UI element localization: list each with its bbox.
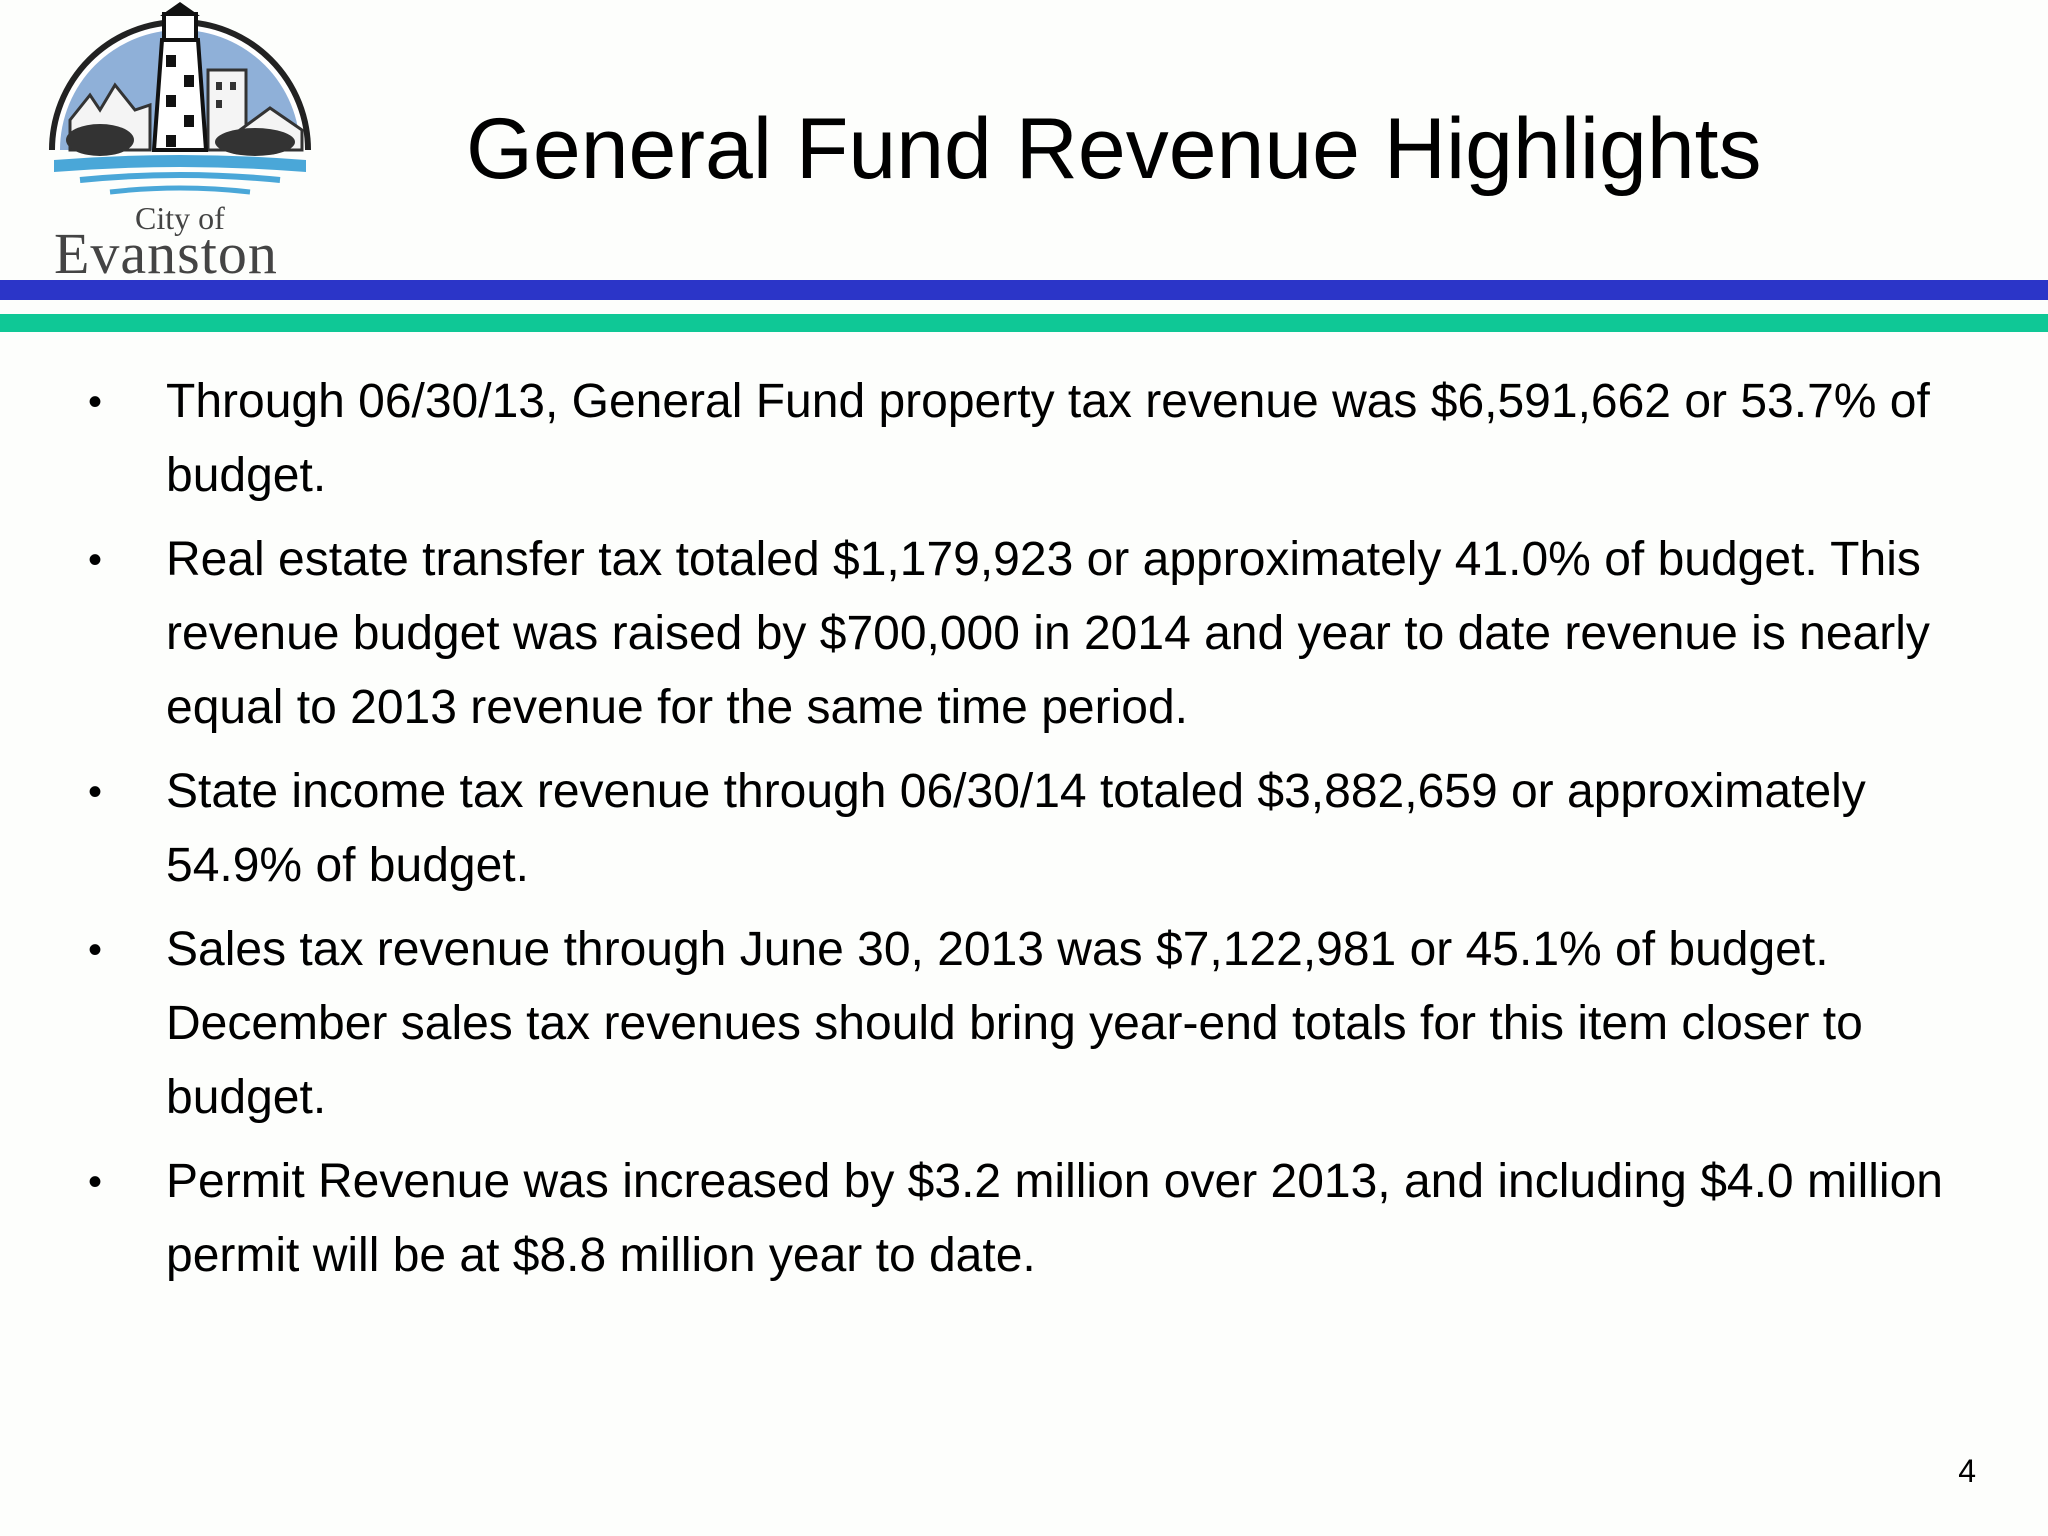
lighthouse-emblem-icon [49,2,311,195]
bullet-text: State income tax revenue through 06/30/1… [166,765,1866,892]
bullet-icon: • [88,928,103,972]
bullet-icon: • [88,538,103,582]
city-of-evanston-logo [40,0,320,280]
bullet-text: Real estate transfer tax totaled $1,179,… [166,533,1930,734]
logo-text-evanston: Evanston [54,221,278,286]
slide-title: General Fund Revenue Highlights [466,101,1762,197]
bullet-text: Sales tax revenue through June 30, 2013 … [166,923,1863,1124]
bullet-icon: • [88,380,103,424]
header-divider-green [0,314,2048,332]
header-divider-blue [0,280,2048,300]
bullet-item: • Sales tax revenue through June 30, 201… [0,913,2048,1135]
bullet-item: • Permit Revenue was increased by $3.2 m… [0,1145,2048,1293]
bullet-icon: • [88,770,103,814]
bullet-item: • State income tax revenue through 06/30… [0,755,2048,903]
bullet-icon: • [88,1160,103,1204]
bullet-item: • Through 06/30/13, General Fund propert… [0,365,2048,513]
bullet-text: Through 06/30/13, General Fund property … [166,375,1930,502]
bullet-list: • Through 06/30/13, General Fund propert… [0,365,2048,1303]
bullet-text: Permit Revenue was increased by $3.2 mil… [166,1155,1943,1282]
page-number: 4 [1958,1453,1976,1489]
bullet-item: • Real estate transfer tax totaled $1,17… [0,523,2048,745]
logo-text-city-of: City of [135,200,225,236]
